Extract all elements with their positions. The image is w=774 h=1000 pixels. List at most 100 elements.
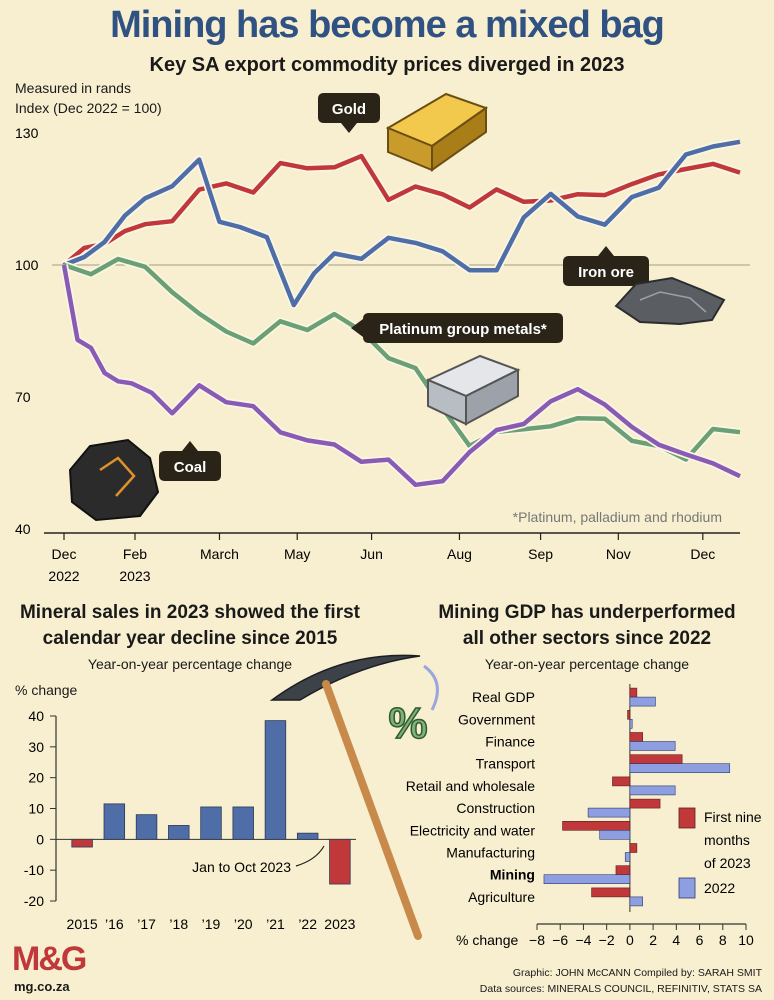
sales-annotation-leader	[295, 845, 325, 867]
gdp-x-tick-label: −4	[575, 932, 591, 948]
gdp-bar-2023	[627, 709, 631, 720]
gdp-category-label: Transport	[476, 756, 536, 772]
x-tick-label: Nov	[606, 546, 631, 562]
label-coal-box	[159, 451, 221, 481]
platinum-bar-end	[465, 368, 519, 426]
gdp-x-tick-label: −6	[552, 932, 568, 948]
legend-label-2022: 2022	[704, 880, 735, 896]
mineral-sales-title-line-1: Mineral sales in 2023 showed the first	[19, 602, 360, 623]
legend-label-2023: months	[704, 832, 750, 848]
mineral-sales-title-line-2: calendar year decline since 2015	[42, 628, 338, 649]
legend-swatch-2022	[678, 877, 696, 899]
sales-x-tick-label: ’20	[234, 916, 253, 932]
gdp-bar-2022	[543, 874, 631, 885]
mineral-sales-subtitle: Year-on-year percentage change	[87, 656, 293, 672]
gdp-x-tick-label: −8	[529, 932, 545, 948]
sales-y-tick-label: 40	[28, 708, 44, 724]
y-tick-label: 70	[15, 389, 31, 405]
gdp-category-label: Finance	[485, 734, 535, 750]
sales-y-tick-label: 0	[36, 831, 44, 847]
sales-bar	[168, 825, 190, 840]
sales-x-tick-label: 2023	[324, 916, 355, 932]
gdp-bar-2023	[612, 776, 631, 787]
gdp-category-label: Real GDP	[472, 689, 535, 705]
gdp-category-label: Government	[458, 711, 535, 727]
ylabel-line-2: Index (Dec 2022 = 100)	[15, 100, 162, 116]
sales-bar	[329, 838, 351, 885]
coal-lump-icon	[68, 438, 160, 522]
sales-y-tick-label: 20	[28, 770, 44, 786]
ylabel-line-1: Measured in rands	[15, 80, 131, 96]
sales-annotation: Jan to Oct 2023	[192, 859, 291, 875]
gdp-x-tick-label: 10	[738, 932, 754, 948]
line-chart-ylabel: Measured in rands Index (Dec 2022 = 100)	[15, 78, 162, 118]
gdp-bar-2022	[624, 852, 631, 862]
gdp-category-label: Electricity and water	[410, 822, 536, 838]
mining-gdp-title: Mining GDP has underperformed all other …	[400, 600, 774, 652]
sales-bar	[232, 806, 254, 840]
x-tick-label: Sep	[528, 546, 553, 562]
x-tick-label: Jun	[360, 546, 383, 562]
sales-bar	[135, 814, 158, 840]
series-line-coal	[61, 264, 741, 488]
gdp-category-label: Agriculture	[468, 889, 535, 905]
gdp-x-tick-label: 6	[696, 932, 704, 948]
x-tick-label: March	[200, 546, 239, 562]
gdp-bar-2023	[629, 843, 638, 853]
label-coal: Coal	[174, 459, 207, 476]
sales-bar	[103, 803, 126, 840]
percent-swoosh	[423, 664, 439, 711]
mining-gdp-title-line-1: Mining GDP has underperformed	[438, 602, 736, 623]
x-tick-label: May	[284, 546, 310, 562]
label-pgm-box	[363, 313, 563, 343]
legend-label-2023: of 2023	[704, 855, 751, 871]
gdp-bar-2022	[629, 741, 676, 751]
iron-ore-rock-icon	[614, 276, 726, 326]
mineral-sales-title: Mineral sales in 2023 showed the first c…	[0, 600, 380, 652]
sales-x-tick-label: ’16	[105, 916, 124, 932]
gdp-x-tick-label: −2	[599, 932, 615, 948]
gdp-bar-2022	[629, 763, 731, 774]
sales-x-tick-label: ’18	[169, 916, 188, 932]
gdp-x-tick-label: 0	[626, 932, 634, 948]
gdp-bar-2023	[562, 820, 631, 831]
gdp-category-label: Retail and wholesale	[406, 778, 535, 794]
y-tick-label: 130	[15, 125, 39, 141]
gdp-bar-2022	[629, 718, 633, 729]
gdp-bar-2022	[629, 785, 676, 796]
legend-label-2023: First nine	[704, 809, 762, 825]
gdp-category-label: Mining	[490, 867, 535, 883]
page-subtitle: Key SA export commodity prices diverged …	[149, 54, 625, 76]
gdp-bar-2022	[599, 829, 631, 840]
page-title: Mining has become a mixed bag	[110, 4, 665, 46]
label-gold: Gold	[332, 101, 366, 118]
y-tick-label: 100	[15, 257, 39, 273]
series-line-iron-ore	[63, 139, 741, 308]
gold-bar-end	[431, 106, 487, 172]
label-iron-ore-box	[563, 256, 649, 286]
x-tick-label: Dec	[690, 546, 715, 562]
sales-x-tick-label: ’17	[137, 916, 156, 932]
x-tick-label: Aug	[447, 546, 472, 562]
x-year-label: 2023	[119, 568, 150, 584]
x-tick-label: Feb	[123, 546, 147, 562]
gdp-bar-2023	[615, 865, 631, 876]
sales-y-tick-label: 10	[28, 801, 44, 817]
sales-y-tick-label: -10	[24, 862, 44, 878]
label-pgm: Platinum group metals*	[379, 321, 547, 338]
sales-y-tick-label: -20	[24, 893, 44, 909]
gdp-category-label: Construction	[456, 800, 535, 816]
mining-gdp-subtitle: Year-on-year percentage change	[484, 656, 690, 672]
sales-bar	[200, 806, 222, 840]
sales-bar	[264, 720, 287, 840]
gdp-bar-2022	[629, 896, 643, 907]
gdp-x-tick-label: 4	[672, 932, 680, 948]
gdp-x-tick-label: 2	[649, 932, 657, 948]
gdp-x-axis-label: % change	[456, 932, 518, 948]
site-url[interactable]: mg.co.za	[14, 979, 70, 994]
sales-x-tick-label: ’21	[266, 916, 285, 932]
label-iron-ore: Iron ore	[578, 264, 634, 281]
gdp-bar-2022	[629, 696, 656, 707]
sales-x-tick-label: ’22	[298, 916, 317, 932]
